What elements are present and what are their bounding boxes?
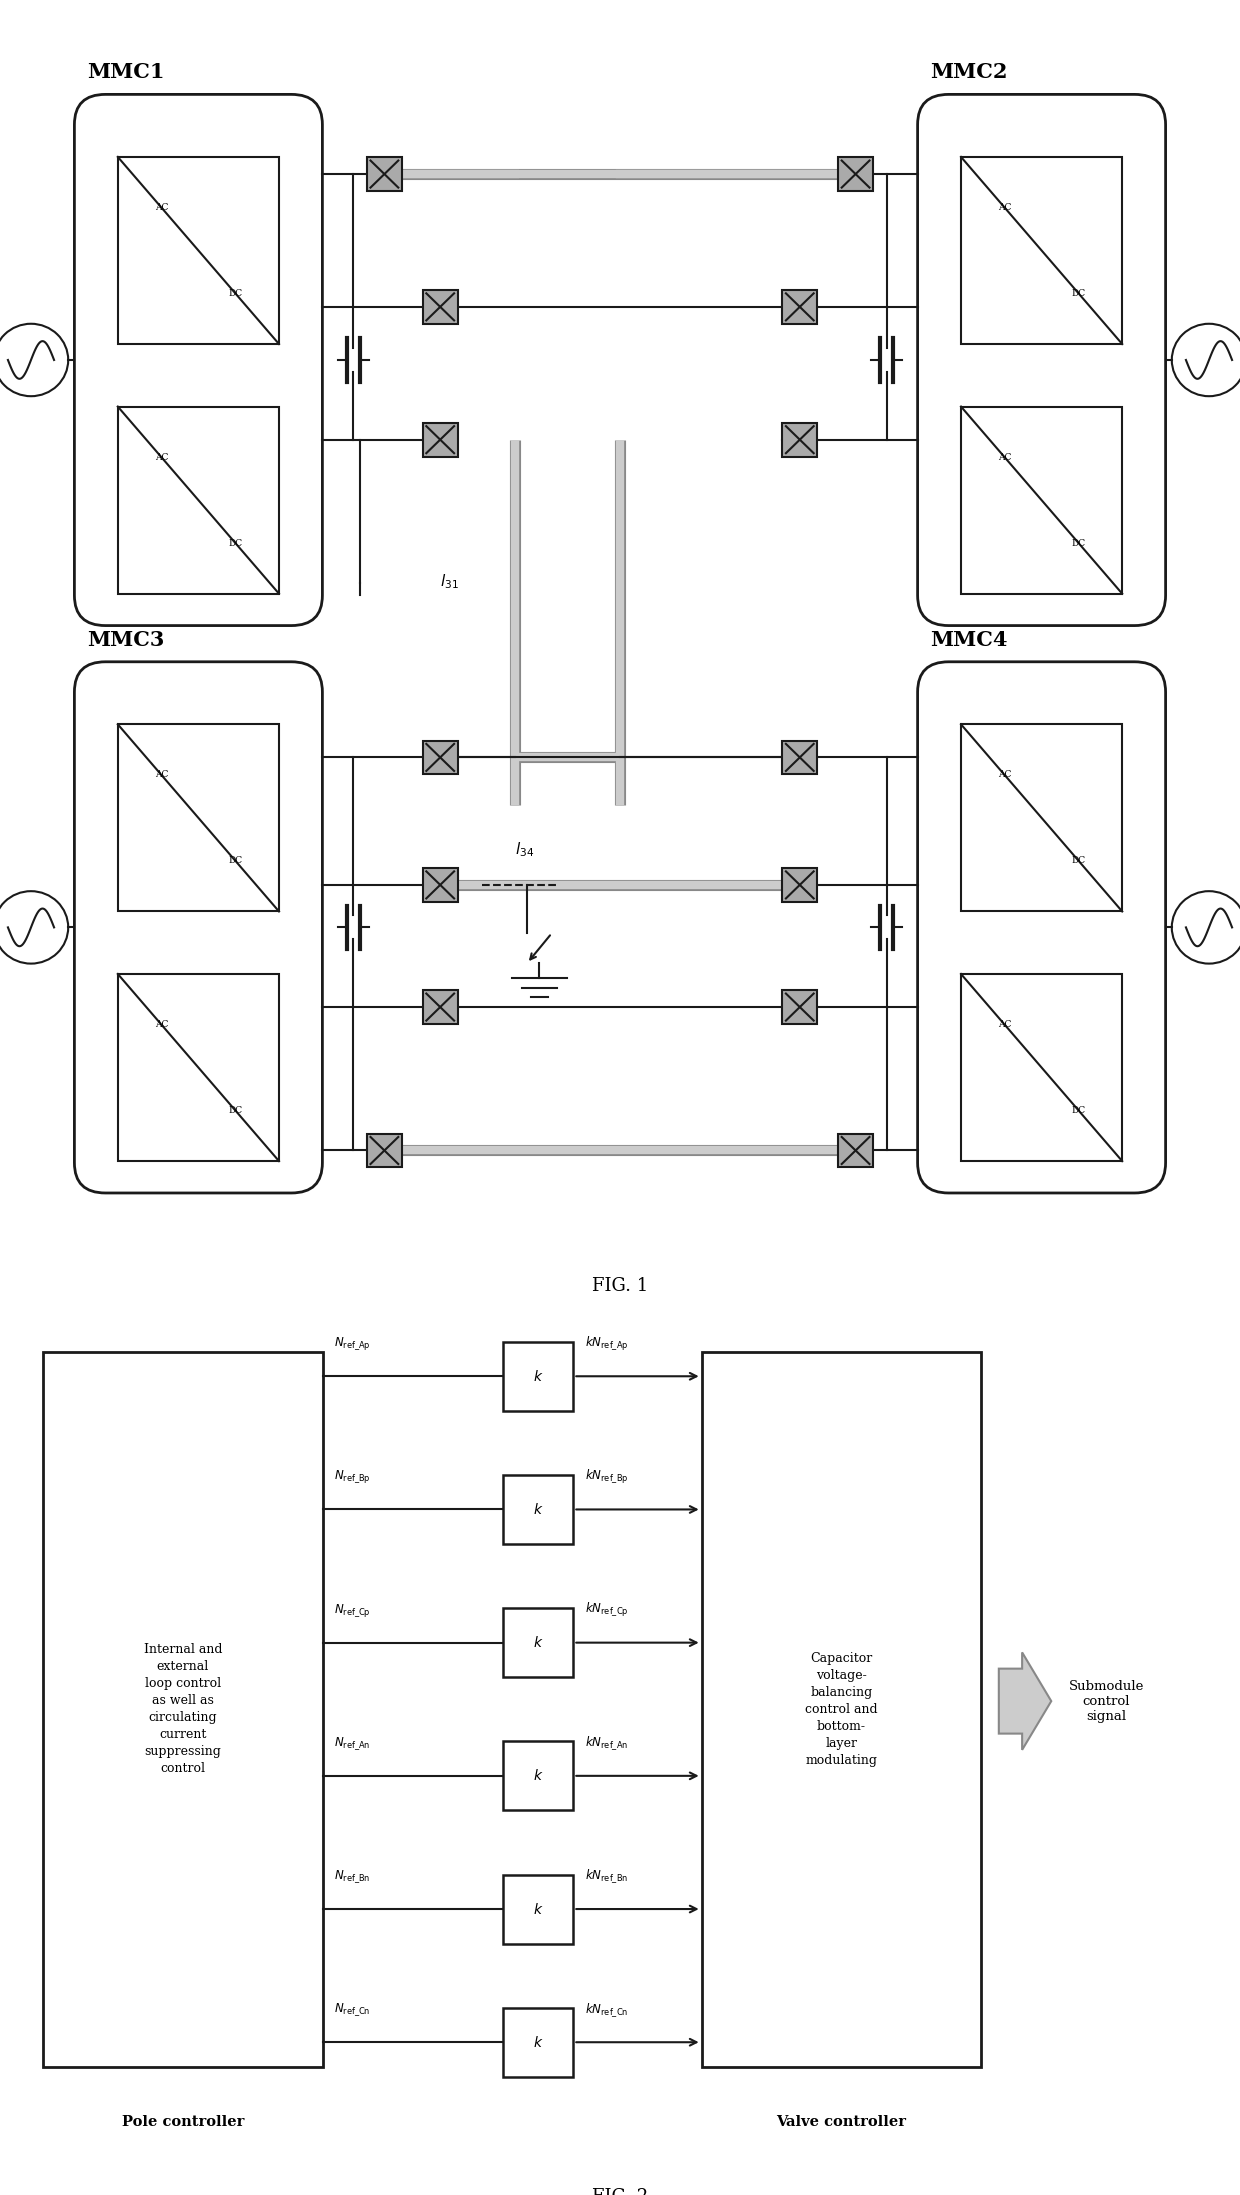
- Text: $N_{\rm ref\_An}$: $N_{\rm ref\_An}$: [335, 1734, 371, 1752]
- Bar: [503, 1609, 573, 1677]
- Text: DC: DC: [1071, 1106, 1086, 1115]
- Text: MMC3: MMC3: [87, 630, 164, 650]
- Bar: [782, 424, 817, 457]
- Text: $N_{\rm ref\_Bp}$: $N_{\rm ref\_Bp}$: [335, 1468, 371, 1486]
- Text: $kN_{\rm ref\_Bp}$: $kN_{\rm ref\_Bp}$: [585, 1468, 629, 1486]
- Bar: [782, 867, 817, 902]
- Bar: [423, 290, 458, 323]
- Text: Internal and
external
loop control
as well as
circulating
current
suppressing
co: Internal and external loop control as we…: [144, 1644, 222, 1776]
- Text: Submodule
control
signal: Submodule control signal: [1069, 1679, 1145, 1723]
- Text: $kN_{\rm ref\_An}$: $kN_{\rm ref\_An}$: [585, 1734, 629, 1752]
- Bar: [503, 1341, 573, 1411]
- Bar: [838, 1133, 873, 1168]
- Text: $k$: $k$: [533, 1635, 543, 1651]
- Text: AC: AC: [155, 770, 167, 779]
- Text: AC: AC: [998, 452, 1011, 461]
- Text: $k$: $k$: [533, 2035, 543, 2050]
- Text: AC: AC: [155, 202, 167, 213]
- Bar: [503, 1741, 573, 1811]
- Bar: [423, 867, 458, 902]
- Text: MMC4: MMC4: [930, 630, 1007, 650]
- Bar: [782, 740, 817, 775]
- Text: $kN_{\rm ref\_Bn}$: $kN_{\rm ref\_Bn}$: [585, 1868, 629, 1886]
- Text: $k$: $k$: [533, 1501, 543, 1517]
- Bar: [423, 990, 458, 1023]
- Text: DC: DC: [228, 856, 243, 865]
- Bar: [423, 424, 458, 457]
- Bar: [43, 1352, 322, 2068]
- Bar: [782, 290, 817, 323]
- Bar: [367, 158, 402, 191]
- Text: DC: DC: [1071, 856, 1086, 865]
- Text: AC: AC: [998, 1021, 1011, 1029]
- Text: $kN_{\rm ref\_Cn}$: $kN_{\rm ref\_Cn}$: [585, 2002, 629, 2019]
- Bar: [503, 1875, 573, 1943]
- Bar: [118, 975, 279, 1161]
- Bar: [503, 1475, 573, 1543]
- Bar: [961, 406, 1122, 593]
- Bar: [702, 1352, 981, 2068]
- FancyBboxPatch shape: [918, 663, 1166, 1194]
- Text: DC: DC: [1071, 290, 1086, 299]
- Bar: [367, 1133, 402, 1168]
- FancyArrow shape: [999, 1653, 1052, 1749]
- Bar: [961, 975, 1122, 1161]
- Text: DC: DC: [228, 290, 243, 299]
- Text: $N_{\rm ref\_Ap}$: $N_{\rm ref\_Ap}$: [335, 1335, 371, 1352]
- Text: FIG. 2: FIG. 2: [591, 2188, 649, 2195]
- Text: $l_{31}$: $l_{31}$: [440, 573, 459, 590]
- Text: $N_{\rm ref\_Cn}$: $N_{\rm ref\_Cn}$: [335, 2002, 371, 2017]
- Text: Pole controller: Pole controller: [122, 2116, 244, 2129]
- Text: Valve controller: Valve controller: [776, 2116, 906, 2129]
- Text: DC: DC: [228, 538, 243, 549]
- Bar: [503, 2008, 573, 2076]
- Bar: [961, 724, 1122, 911]
- Text: DC: DC: [228, 1106, 243, 1115]
- Text: AC: AC: [155, 452, 167, 461]
- FancyBboxPatch shape: [74, 663, 322, 1194]
- Bar: [118, 724, 279, 911]
- Text: AC: AC: [998, 202, 1011, 213]
- Text: FIG. 1: FIG. 1: [591, 1277, 649, 1295]
- FancyBboxPatch shape: [918, 94, 1166, 626]
- Bar: [118, 156, 279, 345]
- Bar: [118, 406, 279, 593]
- Text: MMC1: MMC1: [87, 61, 164, 81]
- Text: DC: DC: [1071, 538, 1086, 549]
- Text: $k$: $k$: [533, 1370, 543, 1383]
- Text: MMC2: MMC2: [930, 61, 1007, 81]
- Text: AC: AC: [998, 770, 1011, 779]
- Text: Capacitor
voltage-
balancing
control and
bottom-
layer
modulating: Capacitor voltage- balancing control and…: [805, 1653, 878, 1767]
- Text: $kN_{\rm ref\_Cp}$: $kN_{\rm ref\_Cp}$: [585, 1600, 629, 1620]
- Text: $kN_{\rm ref\_Ap}$: $kN_{\rm ref\_Ap}$: [585, 1335, 629, 1352]
- Text: $N_{\rm ref\_Cp}$: $N_{\rm ref\_Cp}$: [335, 1602, 371, 1618]
- Bar: [782, 990, 817, 1023]
- Text: $k$: $k$: [533, 1901, 543, 1916]
- Bar: [961, 156, 1122, 345]
- Bar: [838, 158, 873, 191]
- FancyBboxPatch shape: [74, 94, 322, 626]
- Text: $l_{34}$: $l_{34}$: [515, 841, 533, 860]
- Bar: [423, 740, 458, 775]
- Text: $k$: $k$: [533, 1769, 543, 1782]
- Text: $N_{\rm ref\_Bn}$: $N_{\rm ref\_Bn}$: [335, 1868, 371, 1886]
- Text: AC: AC: [155, 1021, 167, 1029]
